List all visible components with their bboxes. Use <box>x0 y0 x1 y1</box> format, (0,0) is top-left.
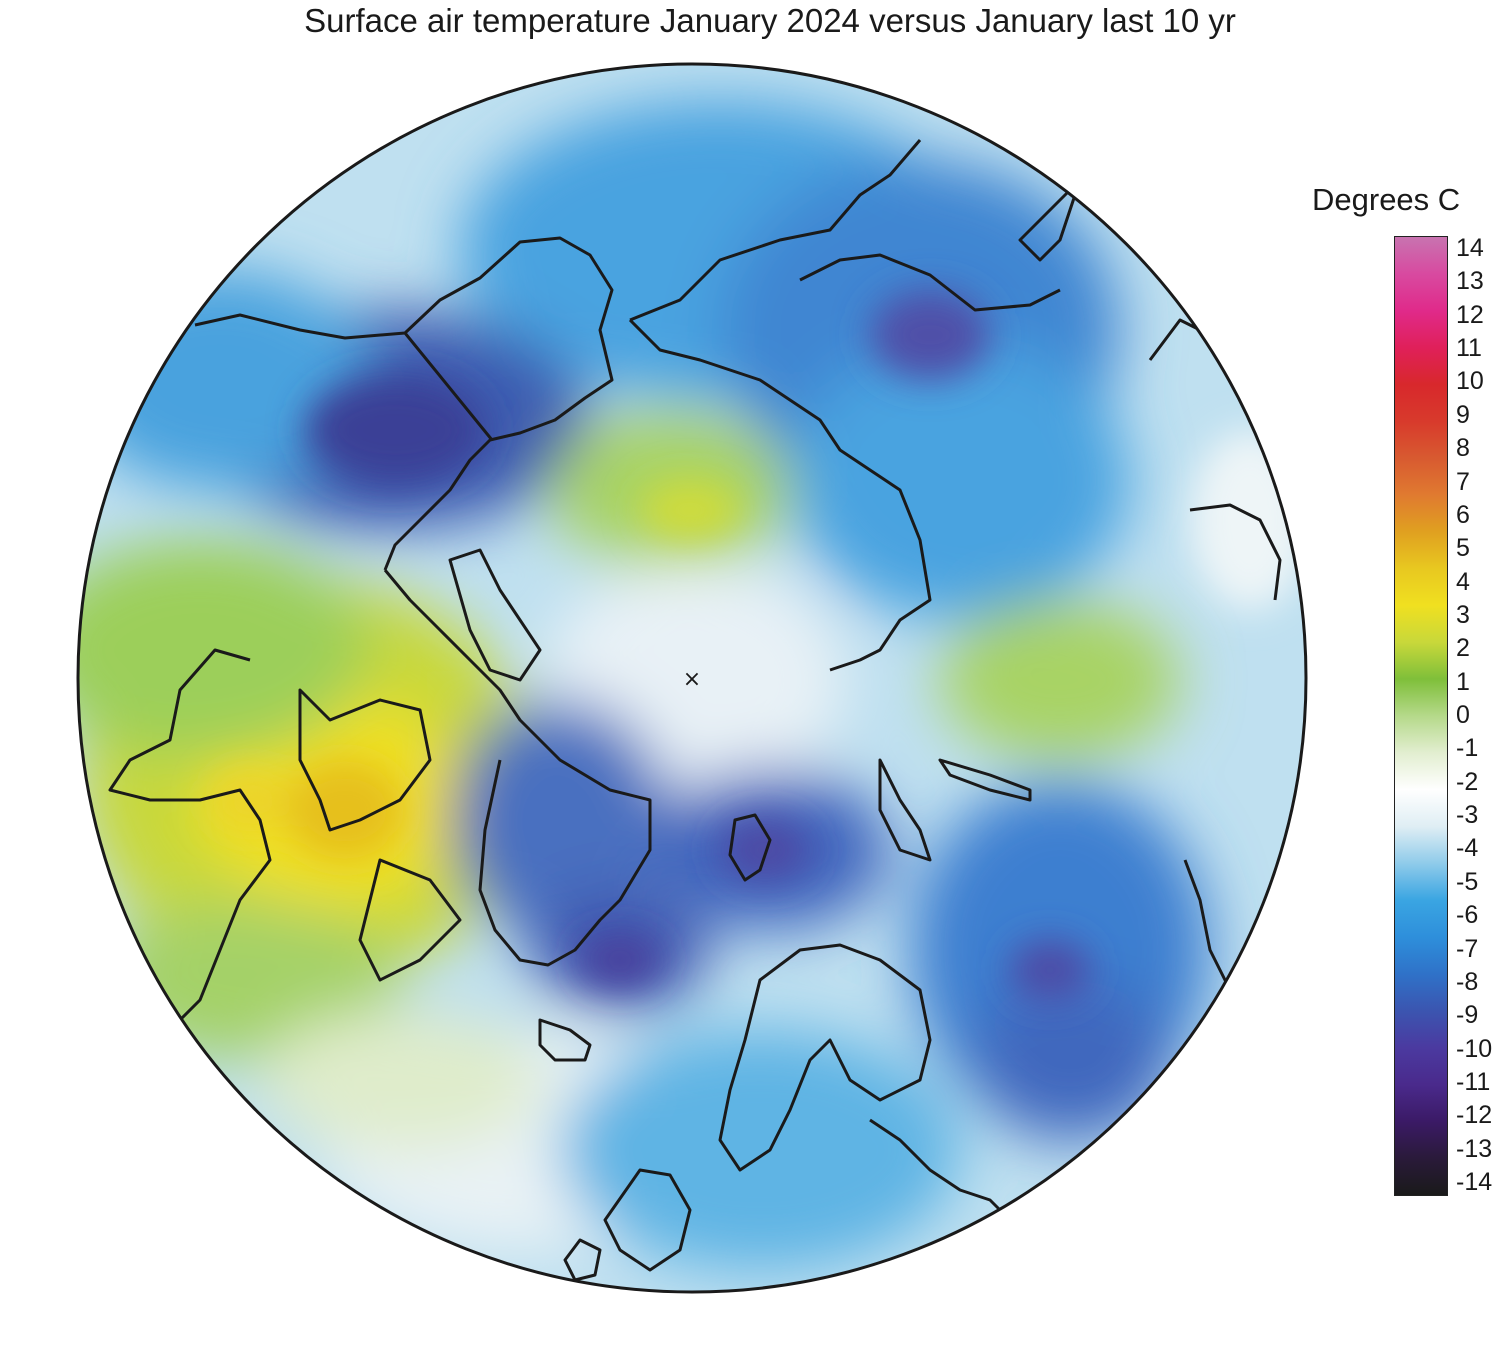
colorbar-tick-label: 6 <box>1456 500 1470 529</box>
colorbar-tick-label: 4 <box>1456 567 1470 596</box>
colorbar-tick-label: -1 <box>1456 734 1479 763</box>
legend-title: Degrees C <box>1312 182 1461 217</box>
anomaly-field <box>78 64 1306 1292</box>
colorbar-tick-label: 2 <box>1456 634 1470 663</box>
colorbar-tick-label: -4 <box>1456 834 1479 863</box>
colorbar-tick-label: 11 <box>1456 334 1482 363</box>
north-pole-marker: × <box>683 667 701 692</box>
colorbar-tick-label: -2 <box>1456 767 1479 796</box>
colorbar-tick-label: 9 <box>1456 400 1470 429</box>
colorbar-tick-label: -9 <box>1456 1001 1479 1030</box>
colorbar-tick-label: 8 <box>1456 434 1470 463</box>
map-border <box>76 62 1308 1294</box>
colorbar-tick-label: -12 <box>1456 1101 1493 1130</box>
colorbar-tick-label: 7 <box>1456 467 1470 496</box>
colorbar-tick-label: -6 <box>1456 901 1479 930</box>
colorbar-tick-label: -14 <box>1456 1168 1493 1196</box>
colorbar-tick-label: -5 <box>1456 867 1479 896</box>
colorbar-tick-label: 0 <box>1456 701 1470 729</box>
coastlines <box>108 139 1282 1282</box>
map-title: Surface air temperature January 2024 ver… <box>304 2 1236 39</box>
colorbar-tick-label: 10 <box>1456 367 1484 396</box>
colorbar-tick-label: 13 <box>1456 267 1484 296</box>
colorbar-tick-labels: 14 13 12 11 10 9 8 7 6 5 4 3 2 1 0 -1 -2 -3 -4 -5 -6 -7 -8 -9 -1… <box>1456 236 1500 1196</box>
colorbar-tick-label: -8 <box>1456 967 1479 996</box>
colorbar-tick-label: -3 <box>1456 801 1479 830</box>
colorbar-tick-label: 3 <box>1456 600 1470 629</box>
colorbar-tick-label: 14 <box>1456 234 1484 262</box>
colorbar-tick-label: 1 <box>1456 667 1470 696</box>
colorbar-tick-label: -13 <box>1456 1134 1493 1163</box>
colorbar-tick-label: 5 <box>1456 534 1470 563</box>
colorbar <box>1394 236 1448 1196</box>
colorbar-tick-label: -11 <box>1456 1067 1491 1096</box>
colorbar-tick-label: 12 <box>1456 300 1484 329</box>
colorbar-tick-label: -10 <box>1456 1034 1493 1063</box>
colorbar-tick-label: -7 <box>1456 934 1479 963</box>
